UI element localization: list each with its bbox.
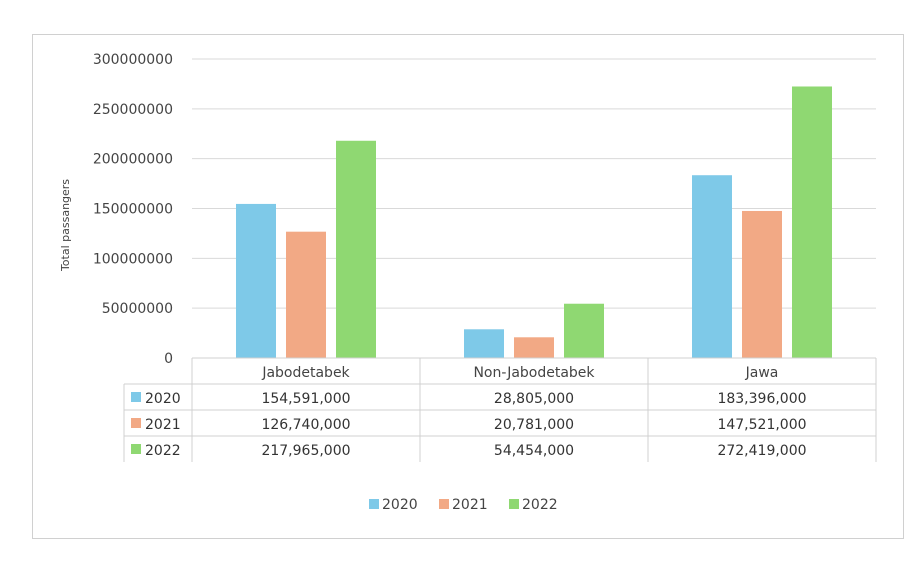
bar-jabodetabek-2021: [286, 231, 326, 358]
table-cell-2022-jawa: 272,419,000: [717, 443, 806, 459]
table-cell-2020-non-jabodetabek: 28,805,000: [494, 391, 574, 407]
data-table: Jabodetabek Non-Jabodetabek Jawa 2020 154,59…: [123, 357, 877, 462]
legend-key-2022: [509, 499, 519, 509]
bar-non-jabodetabek-2020: [464, 329, 504, 358]
y-tick-label: 200000000: [93, 152, 173, 168]
table-cell-2020-jawa: 183,396,000: [717, 391, 806, 407]
y-tick-label: 50000000: [102, 301, 173, 317]
bar-non-jabodetabek-2022: [564, 303, 604, 358]
bar-jawa-2022: [792, 86, 832, 358]
y-axis-ticks: 0 50000000 100000000 150000000 200000000 2500…: [93, 52, 173, 367]
legend-key-2021: [439, 499, 449, 509]
y-axis-title: Total passangers: [59, 179, 72, 272]
table-cell-2020-jabodetabek: 154,591,000: [261, 391, 350, 407]
table-cell-2021-jabodetabek: 126,740,000: [261, 417, 350, 433]
chart-frame: 0 50000000 100000000 150000000 200000000 2500…: [32, 34, 904, 539]
y-tick-label: 150000000: [93, 202, 173, 218]
y-tick-label: 250000000: [93, 102, 173, 118]
table-legend-key-2021: [131, 418, 141, 428]
legend-label-2021: 2021: [452, 497, 488, 513]
table-row-label-2021: 2021: [145, 417, 181, 433]
bar-chart: 0 50000000 100000000 150000000 200000000 2500…: [59, 52, 877, 513]
table-legend-key-2020: [131, 392, 141, 402]
category-label-jawa: Jawa: [745, 365, 779, 381]
bar-jawa-2020: [692, 175, 732, 358]
table-cell-2021-non-jabodetabek: 20,781,000: [494, 417, 574, 433]
category-label-non-jabodetabek: Non-Jabodetabek: [473, 365, 595, 381]
bar-non-jabodetabek-2021: [514, 337, 554, 358]
table-cell-2022-non-jabodetabek: 54,454,000: [494, 443, 574, 459]
legend: 2020 2021 2022: [369, 497, 558, 513]
table-legend-key-2022: [131, 444, 141, 454]
bars: [236, 86, 832, 358]
table-cell-2021-jawa: 147,521,000: [717, 417, 806, 433]
y-tick-label: 0: [164, 351, 173, 367]
legend-label-2020: 2020: [382, 497, 418, 513]
bar-jawa-2021: [742, 210, 782, 358]
bar-jabodetabek-2022: [336, 140, 376, 358]
table-row-label-2022: 2022: [145, 443, 181, 459]
category-label-jabodetabek: Jabodetabek: [261, 365, 350, 381]
y-tick-label: 100000000: [93, 251, 173, 267]
legend-key-2020: [369, 499, 379, 509]
table-cell-2022-jabodetabek: 217,965,000: [261, 443, 350, 459]
legend-label-2022: 2022: [522, 497, 558, 513]
table-row-label-2020: 2020: [145, 391, 181, 407]
bar-jabodetabek-2020: [236, 203, 276, 358]
y-tick-label: 300000000: [93, 52, 173, 68]
